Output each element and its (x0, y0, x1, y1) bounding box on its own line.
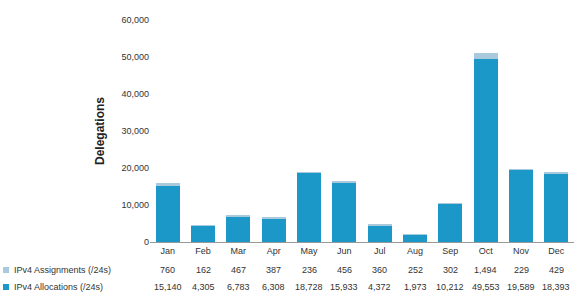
svg-text:May: May (300, 246, 318, 256)
svg-text:18,393: 18,393 (542, 282, 570, 292)
svg-text:387: 387 (266, 265, 281, 275)
svg-text:1,973: 1,973 (404, 282, 427, 292)
svg-text:10,000: 10,000 (121, 200, 149, 210)
svg-text:456: 456 (337, 265, 352, 275)
svg-text:Aug: Aug (407, 246, 423, 256)
svg-text:Dec: Dec (548, 246, 565, 256)
svg-text:Nov: Nov (513, 246, 530, 256)
svg-text:Jul: Jul (374, 246, 386, 256)
svg-text:20,000: 20,000 (121, 163, 149, 173)
svg-text:4,305: 4,305 (192, 282, 215, 292)
svg-text:Mar: Mar (231, 246, 247, 256)
svg-text:30,000: 30,000 (121, 126, 149, 136)
svg-text:49,553: 49,553 (472, 282, 500, 292)
svg-text:15,933: 15,933 (330, 282, 358, 292)
svg-text:236: 236 (302, 265, 317, 275)
svg-text:Oct: Oct (479, 246, 494, 256)
svg-text:Delegations: Delegations (93, 97, 107, 165)
svg-text:229: 229 (514, 265, 529, 275)
svg-text:10,212: 10,212 (436, 282, 464, 292)
svg-text:429: 429 (549, 265, 564, 275)
svg-text:162: 162 (196, 265, 211, 275)
svg-text:252: 252 (408, 265, 423, 275)
svg-text:360: 360 (372, 265, 387, 275)
svg-text:40,000: 40,000 (121, 89, 149, 99)
svg-text:4,372: 4,372 (368, 282, 391, 292)
svg-text:0: 0 (144, 237, 149, 247)
svg-text:Jun: Jun (337, 246, 352, 256)
svg-text:467: 467 (231, 265, 246, 275)
svg-text:50,000: 50,000 (121, 52, 149, 62)
svg-text:15,140: 15,140 (154, 282, 182, 292)
svg-text:18,728: 18,728 (295, 282, 323, 292)
svg-text:19,589: 19,589 (507, 282, 535, 292)
svg-text:302: 302 (443, 265, 458, 275)
svg-text:Apr: Apr (267, 246, 281, 256)
svg-text:1,494: 1,494 (474, 265, 497, 275)
svg-text:6,308: 6,308 (262, 282, 285, 292)
svg-text:IPv4 Assignments (/24s): IPv4 Assignments (/24s) (14, 265, 111, 275)
svg-text:Sep: Sep (442, 246, 458, 256)
svg-text:60,000: 60,000 (121, 15, 149, 25)
svg-text:760: 760 (160, 265, 175, 275)
svg-text:IPv4 Allocations (/24s): IPv4 Allocations (/24s) (14, 282, 103, 292)
svg-text:Feb: Feb (195, 246, 211, 256)
svg-text:Jan: Jan (160, 246, 175, 256)
svg-text:6,783: 6,783 (227, 282, 250, 292)
